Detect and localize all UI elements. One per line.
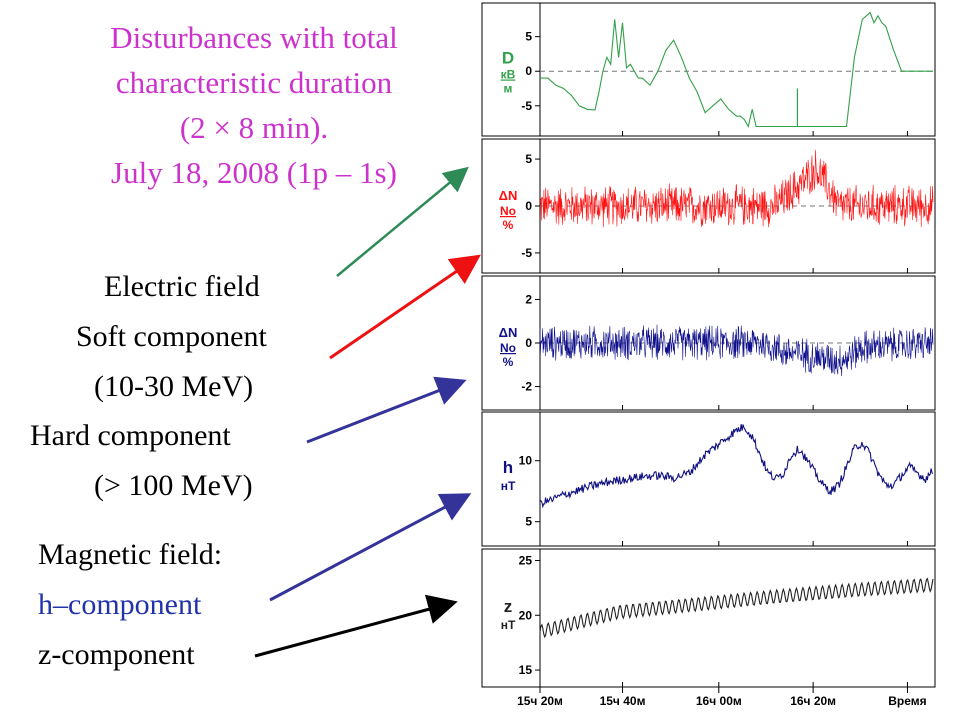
label-hard-range: (> 100 MeV) xyxy=(94,469,253,502)
y-axis-label: ΔN xyxy=(499,188,518,203)
series-line-D xyxy=(540,11,933,129)
panel-frame xyxy=(481,2,936,137)
y-axis-unit-bottom: % xyxy=(503,218,514,232)
x-tick-label: 16ч 20м xyxy=(790,694,836,708)
title-line-3: (2 × 8 min). xyxy=(179,110,329,145)
y-axis-label: ΔN xyxy=(499,325,518,340)
y-tick-label: 0 xyxy=(525,199,532,213)
y-tick-label: 25 xyxy=(519,553,533,567)
panel-frame xyxy=(481,411,936,547)
series-line-hard xyxy=(539,324,934,377)
panel-z: 25 20 15 z нТ xyxy=(481,548,936,688)
arrow-z-component xyxy=(254,594,458,658)
x-axis: 15ч 20м 15ч 40м 16ч 00м 16ч 20м Время xyxy=(517,687,927,708)
y-tick-label: 5 xyxy=(525,152,532,166)
arrow-soft-component xyxy=(329,254,481,360)
panel-frame xyxy=(481,275,936,411)
y-axis-unit-bottom: % xyxy=(503,355,514,369)
y-tick-label: 0 xyxy=(525,336,532,350)
label-h-component: h–component xyxy=(38,588,202,621)
series-line-z xyxy=(539,577,934,639)
series-line-soft xyxy=(539,149,934,228)
y-tick-label: 5 xyxy=(525,515,532,529)
y-tick-label: -2 xyxy=(521,380,532,394)
y-axis-unit-bottom: нТ xyxy=(501,479,516,493)
label-magnetic-field: Magnetic field: xyxy=(38,538,223,571)
label-hard-component: Hard component xyxy=(30,419,231,452)
x-tick-label: 16ч 00м xyxy=(696,694,742,708)
y-axis-label: D xyxy=(502,49,514,68)
y-tick-label: -5 xyxy=(521,99,532,113)
label-soft-component: Soft component xyxy=(76,320,267,353)
arrow-hard-component xyxy=(306,376,467,444)
x-tick-label: Время xyxy=(888,694,926,708)
title-line-2: characteristic duration xyxy=(115,65,393,100)
title-line-1: Disturbances with total xyxy=(110,20,398,55)
x-tick-label: 15ч 40м xyxy=(600,694,646,708)
label-electric-field: Electric field xyxy=(104,270,260,303)
y-tick-label: 10 xyxy=(519,454,533,468)
series-line-h xyxy=(539,424,934,509)
y-axis-label: z xyxy=(504,597,513,616)
y-tick-label: 15 xyxy=(519,663,533,677)
y-tick-label: -5 xyxy=(521,246,532,260)
arrow-electric-field xyxy=(336,166,469,277)
y-axis-unit-bottom: нТ xyxy=(501,618,516,632)
y-tick-label: 5 xyxy=(525,30,532,44)
y-tick-label: 0 xyxy=(525,64,532,78)
panel-frame xyxy=(481,548,936,688)
y-axis-unit-top: No xyxy=(500,204,516,218)
panel-h: 10 5 h нТ xyxy=(481,411,936,547)
panel-frame xyxy=(481,138,936,274)
y-axis-label: h xyxy=(503,458,513,477)
y-tick-label: 2 xyxy=(525,292,532,306)
arrow-h-component xyxy=(269,493,472,602)
label-z-component: z-component xyxy=(38,638,195,671)
title-line-4: July 18, 2008 (1p – 1s) xyxy=(111,155,397,190)
y-tick-label: 20 xyxy=(519,608,533,622)
y-axis-unit-top: кВ xyxy=(501,68,516,82)
label-soft-range: (10-30 MeV) xyxy=(94,370,254,403)
y-axis-unit-top: No xyxy=(500,341,516,355)
y-axis-unit-bottom: м xyxy=(504,82,513,96)
x-tick-label: 15ч 20м xyxy=(517,694,563,708)
